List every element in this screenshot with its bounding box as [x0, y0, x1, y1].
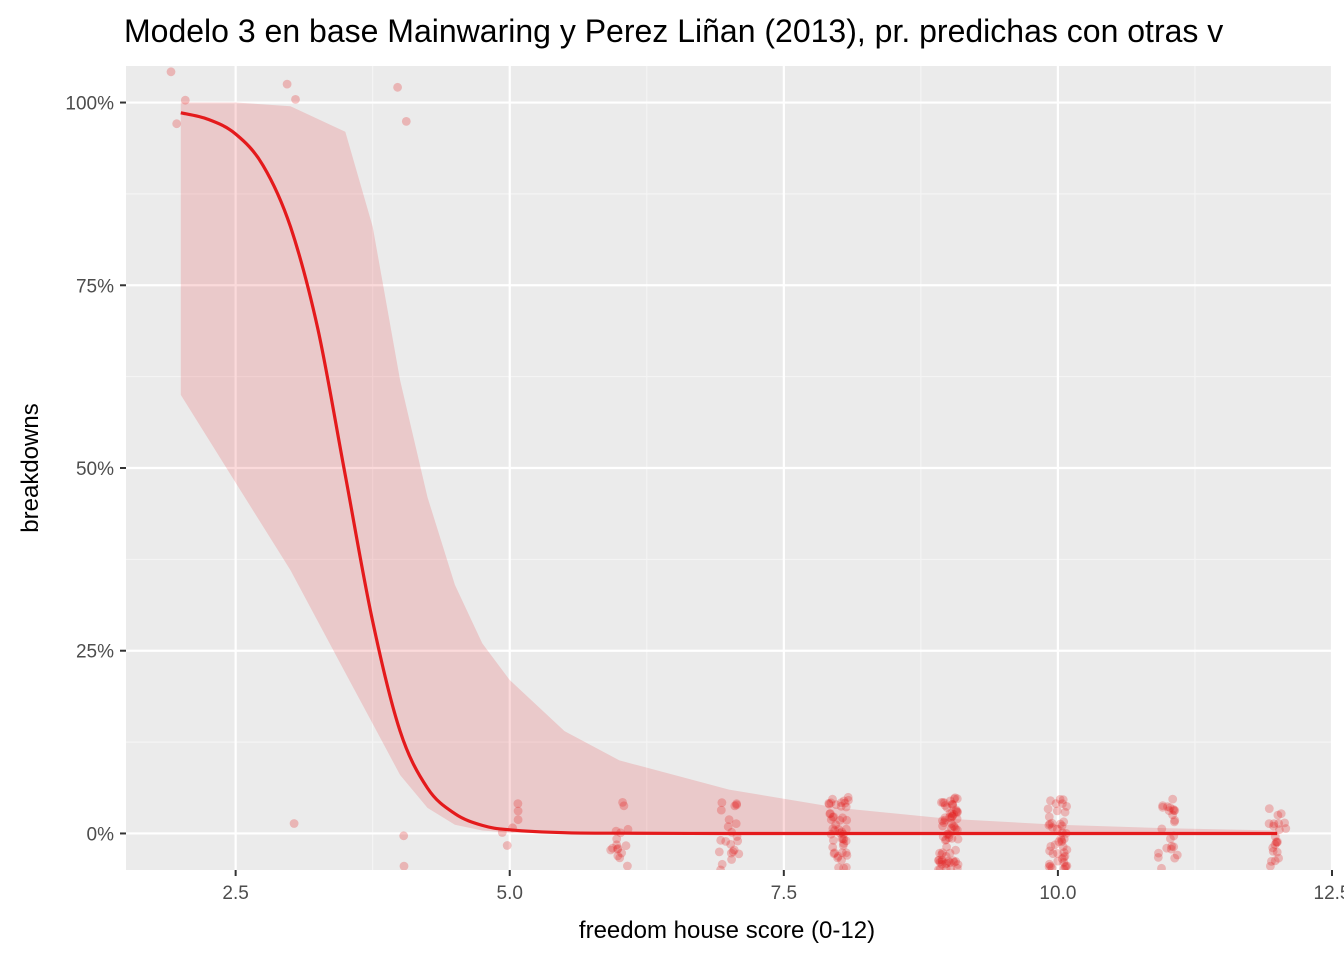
- data-point: [1048, 819, 1057, 828]
- x-axis: 2.5 5.0 7.5 10.0 12.5: [222, 870, 1344, 904]
- data-point: [1058, 822, 1067, 831]
- data-point: [503, 841, 512, 850]
- data-point: [1277, 809, 1286, 818]
- data-point: [1170, 854, 1179, 863]
- data-point: [1167, 842, 1176, 851]
- data-point: [1051, 840, 1060, 849]
- data-point: [1046, 862, 1055, 871]
- data-point: [618, 798, 627, 807]
- data-point: [291, 95, 300, 104]
- y-tick-label: 100%: [65, 94, 114, 115]
- chart-title: Modelo 3 en base Mainwaring y Perez Liña…: [124, 13, 1223, 49]
- x-tick-label: 7.5: [771, 883, 797, 904]
- data-point: [1044, 805, 1053, 814]
- data-point: [1053, 807, 1062, 816]
- data-point: [290, 819, 299, 828]
- y-axis: 0% 25% 50% 75% 100%: [65, 94, 126, 846]
- data-point: [948, 800, 957, 809]
- data-point: [1265, 819, 1274, 828]
- data-point: [841, 799, 850, 808]
- data-point: [1052, 799, 1061, 808]
- data-point: [1170, 818, 1179, 827]
- data-point: [837, 834, 846, 843]
- data-point: [612, 835, 621, 844]
- data-point: [715, 848, 724, 857]
- data-point: [400, 862, 409, 871]
- x-axis-title: freedom house score (0-12): [579, 917, 875, 944]
- data-point: [181, 96, 190, 105]
- data-point: [617, 849, 626, 858]
- data-point: [717, 806, 726, 815]
- data-point: [718, 798, 727, 807]
- data-point: [623, 862, 632, 871]
- data-point: [172, 119, 181, 128]
- data-point: [724, 822, 733, 831]
- y-tick-label: 0%: [87, 824, 115, 845]
- data-point: [727, 849, 736, 858]
- data-point: [940, 798, 949, 807]
- data-point: [830, 848, 839, 857]
- data-point: [393, 83, 402, 92]
- data-point: [1053, 857, 1062, 866]
- data-point: [514, 815, 523, 824]
- data-point: [1154, 849, 1163, 858]
- data-point: [946, 858, 955, 867]
- y-axis-title: breakdowns: [17, 403, 44, 532]
- data-point: [514, 799, 523, 808]
- data-point: [826, 809, 835, 818]
- x-tick-label: 2.5: [222, 883, 248, 904]
- y-tick-label: 75%: [76, 276, 114, 297]
- data-point: [399, 831, 408, 840]
- data-point: [948, 834, 957, 843]
- data-point: [948, 812, 957, 821]
- data-point: [1265, 804, 1274, 813]
- data-point: [842, 816, 851, 825]
- y-tick-label: 50%: [76, 459, 114, 480]
- data-point: [1059, 865, 1068, 874]
- data-point: [1168, 795, 1177, 804]
- data-point: [716, 866, 725, 875]
- x-tick-label: 5.0: [497, 883, 523, 904]
- data-point: [1266, 862, 1275, 871]
- data-point: [839, 864, 848, 873]
- data-point: [1268, 843, 1277, 852]
- data-point: [827, 798, 836, 807]
- data-point: [283, 80, 292, 89]
- data-point: [167, 67, 176, 76]
- data-point: [934, 865, 943, 874]
- data-point: [1170, 806, 1179, 815]
- data-point: [622, 841, 631, 850]
- x-tick-label: 10.0: [1039, 883, 1076, 904]
- data-point: [946, 849, 955, 858]
- data-point: [716, 836, 725, 845]
- x-tick-label: 12.5: [1314, 883, 1344, 904]
- data-point: [732, 799, 741, 808]
- y-tick-label: 25%: [76, 642, 114, 663]
- data-point: [402, 117, 411, 126]
- data-point: [1280, 819, 1289, 828]
- data-point: [938, 857, 947, 866]
- data-point: [1157, 864, 1166, 873]
- data-point: [1059, 842, 1068, 851]
